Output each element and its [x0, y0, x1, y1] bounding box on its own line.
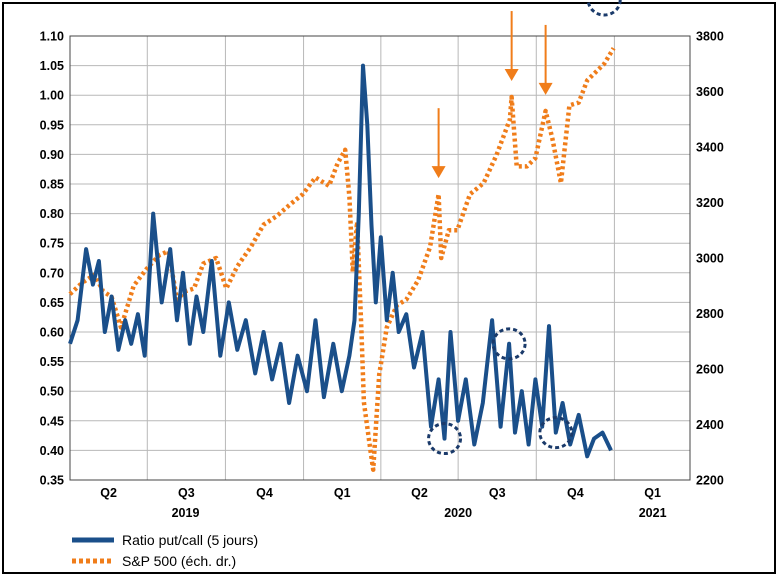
annotation-arrow-head — [504, 69, 519, 82]
right-tick-label: 2800 — [696, 307, 724, 321]
left-tick-label: 1.00 — [40, 89, 64, 103]
left-tick-label: 0.95 — [40, 118, 64, 132]
legend-label-sp500: S&P 500 (éch. dr.) — [122, 553, 236, 569]
legend: Ratio put/call (5 jours) S&P 500 (éch. d… — [72, 532, 258, 569]
x-axis-labels: Q2 Q3 Q4 Q1 Q2 Q3 Q4 Q1 2019 2020 2021 — [100, 486, 666, 520]
quarter-label: Q1 — [644, 486, 661, 500]
quarter-label: Q4 — [256, 486, 273, 500]
left-tick-label: 0.45 — [40, 414, 64, 428]
left-tick-label: 0.50 — [40, 385, 64, 399]
right-tick-label: 2200 — [696, 474, 724, 488]
left-tick-label: 0.85 — [40, 178, 64, 192]
right-tick-label: 3600 — [696, 85, 724, 99]
left-tick-label: 0.55 — [40, 355, 64, 369]
right-tick-label: 3800 — [696, 30, 724, 44]
quarter-label: Q2 — [100, 486, 117, 500]
left-tick-label: 1.10 — [40, 30, 64, 44]
left-tick-label: 0.60 — [40, 326, 64, 340]
left-tick-label: 0.35 — [40, 474, 64, 488]
right-tick-label: 2600 — [696, 363, 724, 377]
series-group — [68, 47, 616, 472]
left-tick-label: 0.65 — [40, 296, 64, 310]
legend-label-ratio: Ratio put/call (5 jours) — [122, 532, 258, 548]
left-tick-label: 0.80 — [40, 207, 64, 221]
series-line-put-call-ratio — [68, 63, 613, 459]
annotations — [427, 0, 622, 456]
right-tick-label: 3000 — [696, 252, 724, 266]
quarter-label: Q4 — [567, 486, 584, 500]
left-tick-label: 1.05 — [40, 59, 64, 73]
left-axis-ticks: 1.10 1.05 1.00 0.95 0.90 0.85 0.80 0.75 0.70 0.65… — [40, 30, 64, 488]
annotation-arrow-head — [431, 166, 446, 179]
quarter-label: Q3 — [178, 486, 195, 500]
right-tick-label: 3400 — [696, 141, 724, 155]
left-tick-label: 0.90 — [40, 148, 64, 162]
left-tick-label: 0.75 — [40, 237, 64, 251]
quarter-label: Q2 — [411, 486, 428, 500]
right-axis-ticks: 3800 3600 3400 3200 3000 2800 2600 2400 2200 — [696, 30, 724, 488]
year-label: 2019 — [172, 506, 200, 520]
annotation-circle-low — [538, 416, 574, 450]
annotation-circle-low — [427, 422, 463, 456]
annotation-circle-low — [586, 0, 622, 17]
quarter-label: Q3 — [489, 486, 506, 500]
annotation-circle-low — [491, 327, 527, 361]
annotation-arrow-head — [538, 82, 553, 95]
left-tick-label: 0.40 — [40, 444, 64, 458]
right-tick-label: 3200 — [696, 196, 724, 210]
year-label: 2020 — [444, 506, 472, 520]
quarter-label: Q1 — [334, 486, 351, 500]
left-tick-label: 0.70 — [40, 266, 64, 280]
year-label: 2021 — [639, 506, 667, 520]
right-tick-label: 2400 — [696, 418, 724, 432]
plot-area-border — [69, 35, 691, 481]
